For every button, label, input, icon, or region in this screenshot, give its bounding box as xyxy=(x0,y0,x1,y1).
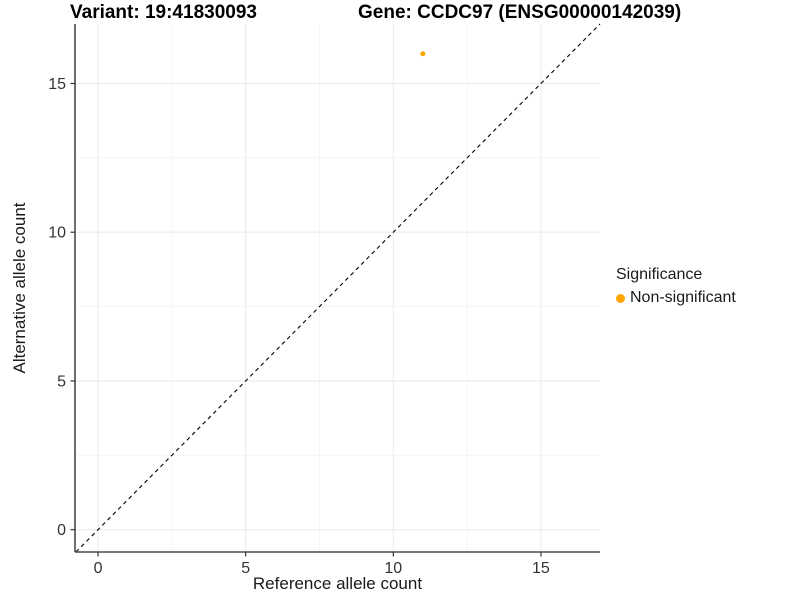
x-axis-title: Reference allele count xyxy=(252,574,423,593)
x-tick-label: 5 xyxy=(241,560,250,577)
legend: Significance Non-significant xyxy=(616,266,736,307)
legend-title: Significance xyxy=(616,266,703,283)
legend-point-icon xyxy=(616,293,625,303)
legend-entry: Non-significant xyxy=(616,289,736,307)
x-tick-label: 0 xyxy=(94,560,103,577)
identity-line xyxy=(75,23,601,553)
data-point xyxy=(420,51,426,57)
y-axis-title: Alternative allele count xyxy=(10,202,29,374)
y-tick-label: 5 xyxy=(57,373,66,390)
variant-title: Variant: 19:41830093 xyxy=(70,2,257,23)
x-tick-label: 15 xyxy=(532,560,550,577)
y-tick-label: 0 xyxy=(57,522,66,539)
y-tick-label: 15 xyxy=(48,76,66,93)
legend-entry-label: Non-significant xyxy=(630,289,736,306)
gene-title: Gene: CCDC97 (ENSG00000142039) xyxy=(358,2,682,23)
y-tick-label: 10 xyxy=(48,225,66,242)
x-tick-label: 10 xyxy=(384,560,402,577)
